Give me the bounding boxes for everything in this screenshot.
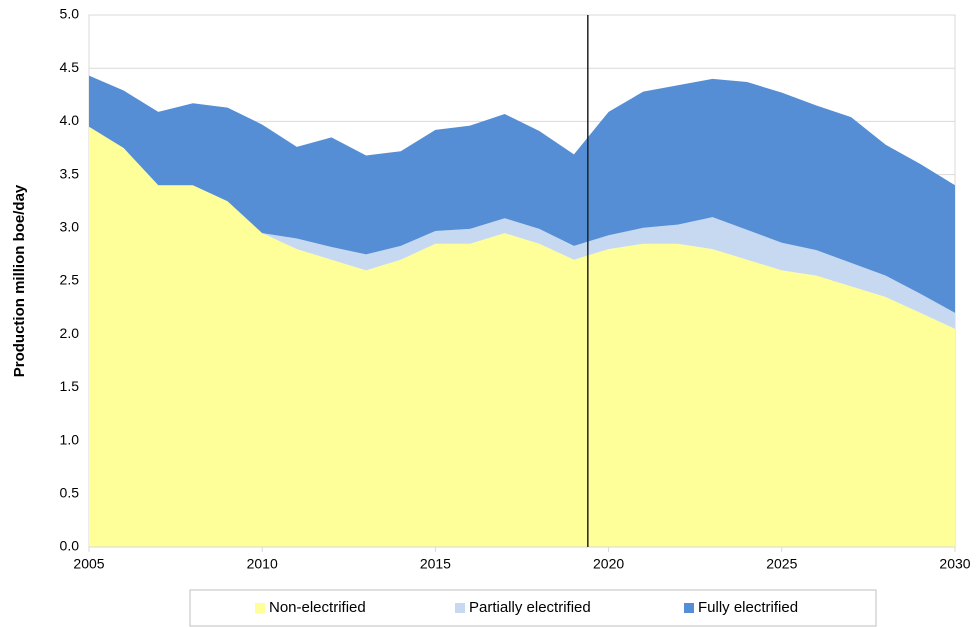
x-tick-label: 2025 (766, 556, 797, 572)
legend-label: Non-electrified (269, 599, 366, 616)
y-tick-label: 1.5 (60, 378, 80, 394)
y-tick-label: 5.0 (60, 6, 80, 22)
legend-swatch (255, 603, 265, 613)
x-tick-label: 2015 (420, 556, 451, 572)
legend-label: Partially electrified (469, 599, 591, 616)
area (89, 75, 955, 313)
legend-swatch (455, 603, 465, 613)
y-tick-label: 3.0 (60, 219, 80, 235)
x-tick-label: 2010 (247, 556, 278, 572)
y-tick-label: 4.5 (60, 59, 80, 75)
legend-swatch (684, 603, 694, 613)
y-tick-label: 0.0 (60, 538, 80, 554)
x-tick-label: 2005 (73, 556, 104, 572)
area (89, 126, 955, 547)
x-tick-label: 2020 (593, 556, 624, 572)
y-tick-label: 2.5 (60, 272, 80, 288)
y-tick-label: 0.5 (60, 485, 80, 501)
legend-box (189, 589, 877, 627)
y-tick-label: 1.0 (60, 431, 80, 447)
legend-label: Fully electrified (698, 599, 798, 616)
y-tick-label: 3.5 (60, 165, 80, 181)
y-axis-label: Production million boe/day (11, 184, 28, 377)
x-tick-label: 2030 (939, 556, 970, 572)
y-tick-label: 4.0 (60, 112, 80, 128)
area (89, 126, 955, 329)
y-tick-label: 2.0 (60, 325, 80, 341)
